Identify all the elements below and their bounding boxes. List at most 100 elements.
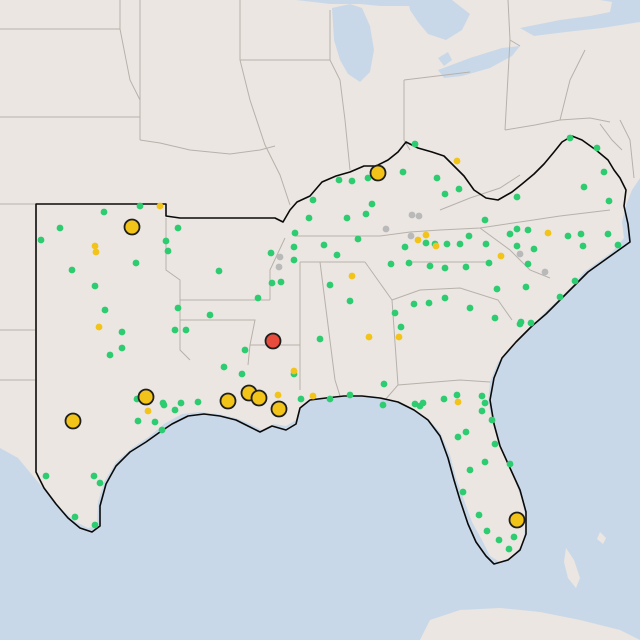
marker-green[interactable]	[118, 328, 126, 336]
marker-green[interactable]	[290, 243, 298, 251]
marker-gray[interactable]	[276, 253, 284, 261]
marker-yellow-small[interactable]	[453, 157, 461, 165]
marker-gray[interactable]	[382, 225, 390, 233]
marker-green[interactable]	[579, 242, 587, 250]
marker-yellow-large[interactable]	[369, 164, 387, 182]
marker-green[interactable]	[530, 245, 538, 253]
marker-gray[interactable]	[541, 268, 549, 276]
marker-layer[interactable]	[37, 134, 622, 553]
marker-green[interactable]	[571, 277, 579, 285]
marker-yellow-small[interactable]	[274, 391, 282, 399]
marker-yellow-small[interactable]	[348, 272, 356, 280]
marker-green[interactable]	[241, 346, 249, 354]
marker-green[interactable]	[134, 417, 142, 425]
marker-green[interactable]	[556, 293, 564, 301]
marker-green[interactable]	[426, 262, 434, 270]
marker-green[interactable]	[277, 278, 285, 286]
marker-green[interactable]	[524, 226, 532, 234]
marker-green[interactable]	[600, 168, 608, 176]
marker-green[interactable]	[491, 314, 499, 322]
marker-yellow-large[interactable]	[123, 218, 141, 236]
marker-yellow-small[interactable]	[422, 231, 430, 239]
marker-green[interactable]	[136, 202, 144, 210]
marker-green[interactable]	[491, 440, 499, 448]
marker-green[interactable]	[305, 214, 313, 222]
marker-green[interactable]	[91, 521, 99, 529]
marker-green[interactable]	[441, 190, 449, 198]
marker-green[interactable]	[42, 472, 50, 480]
marker-green[interactable]	[364, 174, 372, 182]
marker-green[interactable]	[419, 399, 427, 407]
marker-red-large[interactable]	[264, 332, 282, 350]
marker-green[interactable]	[326, 395, 334, 403]
marker-green[interactable]	[593, 144, 601, 152]
marker-green[interactable]	[159, 399, 167, 407]
marker-green[interactable]	[106, 351, 114, 359]
marker-green[interactable]	[405, 259, 413, 267]
marker-green[interactable]	[422, 239, 430, 247]
marker-green[interactable]	[379, 401, 387, 409]
marker-yellow-small[interactable]	[144, 407, 152, 415]
marker-green[interactable]	[478, 392, 486, 400]
marker-green[interactable]	[309, 196, 317, 204]
marker-green[interactable]	[493, 285, 501, 293]
marker-green[interactable]	[459, 488, 467, 496]
marker-green[interactable]	[506, 230, 514, 238]
marker-green[interactable]	[456, 240, 464, 248]
marker-green[interactable]	[171, 326, 179, 334]
marker-green[interactable]	[505, 545, 513, 553]
marker-green[interactable]	[399, 168, 407, 176]
marker-green[interactable]	[580, 183, 588, 191]
marker-green[interactable]	[101, 306, 109, 314]
marker-yellow-small[interactable]	[414, 236, 422, 244]
marker-green[interactable]	[380, 380, 388, 388]
marker-green[interactable]	[320, 241, 328, 249]
marker-green[interactable]	[194, 398, 202, 406]
marker-yellow-small[interactable]	[91, 242, 99, 250]
marker-green[interactable]	[182, 326, 190, 334]
marker-green[interactable]	[425, 299, 433, 307]
marker-yellow-small[interactable]	[95, 323, 103, 331]
marker-green[interactable]	[495, 536, 503, 544]
marker-green[interactable]	[333, 251, 341, 259]
marker-green[interactable]	[604, 230, 612, 238]
marker-green[interactable]	[177, 399, 185, 407]
marker-green[interactable]	[513, 225, 521, 233]
marker-green[interactable]	[453, 391, 461, 399]
marker-green[interactable]	[343, 214, 351, 222]
marker-green[interactable]	[368, 200, 376, 208]
marker-green[interactable]	[346, 297, 354, 305]
marker-green[interactable]	[118, 344, 126, 352]
marker-yellow-small[interactable]	[290, 367, 298, 375]
marker-yellow-large[interactable]	[137, 388, 155, 406]
marker-yellow-small[interactable]	[454, 398, 462, 406]
marker-green[interactable]	[441, 294, 449, 302]
marker-green[interactable]	[162, 237, 170, 245]
marker-green[interactable]	[91, 282, 99, 290]
marker-green[interactable]	[151, 418, 159, 426]
marker-green[interactable]	[220, 363, 228, 371]
marker-green[interactable]	[564, 232, 572, 240]
marker-green[interactable]	[465, 232, 473, 240]
marker-green[interactable]	[346, 391, 354, 399]
marker-green[interactable]	[433, 174, 441, 182]
marker-green[interactable]	[524, 260, 532, 268]
marker-green[interactable]	[410, 300, 418, 308]
marker-yellow-large[interactable]	[250, 389, 268, 407]
marker-green[interactable]	[462, 263, 470, 271]
marker-gray[interactable]	[415, 212, 423, 220]
marker-yellow-small[interactable]	[432, 242, 440, 250]
marker-green[interactable]	[397, 323, 405, 331]
marker-green[interactable]	[455, 185, 463, 193]
marker-green[interactable]	[481, 216, 489, 224]
marker-green[interactable]	[482, 240, 490, 248]
marker-green[interactable]	[485, 259, 493, 267]
marker-green[interactable]	[297, 395, 305, 403]
marker-green[interactable]	[441, 264, 449, 272]
marker-green[interactable]	[522, 283, 530, 291]
marker-yellow-small[interactable]	[544, 229, 552, 237]
marker-green[interactable]	[164, 247, 172, 255]
marker-yellow-small[interactable]	[92, 248, 100, 256]
marker-yellow-small[interactable]	[395, 333, 403, 341]
